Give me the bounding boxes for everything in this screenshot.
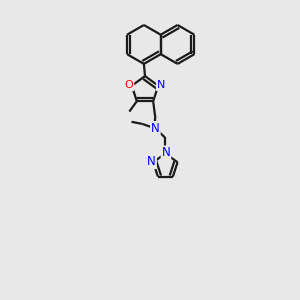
Text: O: O: [124, 80, 134, 90]
Text: N: N: [157, 80, 165, 90]
Text: N: N: [162, 146, 170, 159]
Text: N: N: [147, 155, 156, 168]
Text: N: N: [151, 122, 160, 135]
